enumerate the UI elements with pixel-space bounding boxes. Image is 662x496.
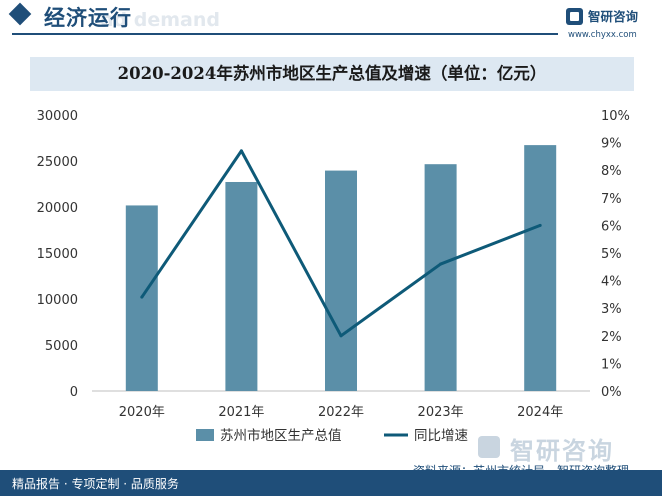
footer-logo-icon — [478, 436, 500, 458]
y-left-tick-label: 15000 — [37, 247, 78, 262]
y-right-tick-label: 8% — [601, 164, 622, 179]
growth-point — [439, 262, 443, 266]
y-right-tick-label: 3% — [601, 302, 622, 317]
y-left-tick-label: 25000 — [37, 155, 78, 170]
header-watermark: nd demand — [100, 9, 220, 31]
chart-svg: 0 5000 10000 15000 20000 25000 30000 0% 1% 2% 3% 4%… — [37, 109, 630, 444]
diamond-icon — [8, 2, 32, 26]
bar — [325, 170, 357, 391]
growth-point — [140, 295, 144, 299]
footer-bar: 精品报告 · 专项定制 · 品质服务 — [0, 470, 662, 496]
bar — [524, 145, 557, 391]
footer-tagline: 精品报告 · 专项定制 · 品质服务 — [12, 477, 179, 491]
y-right-tick-label: 10% — [601, 109, 630, 124]
y-right-tick-label: 6% — [601, 219, 622, 234]
growth-point — [339, 334, 343, 338]
bar — [424, 164, 457, 391]
growth-point — [239, 149, 243, 153]
x-tick-label: 2021年 — [218, 405, 264, 420]
y-left-tick-label: 20000 — [37, 201, 78, 216]
brand-name: 智研咨询 — [588, 9, 639, 24]
y-left-tick-label: 0 — [70, 385, 78, 400]
chart-title: 2020-2024年苏州市地区生产总值及增速（单位：亿元） — [117, 64, 547, 83]
y-right-tick-label: 0% — [601, 385, 622, 400]
brand-logo-icon — [566, 8, 583, 25]
y-right-tick-label: 9% — [601, 137, 622, 152]
legend-bar-swatch — [196, 429, 214, 441]
y-left-tick-label: 30000 — [37, 109, 78, 124]
y-right-tick-label: 1% — [601, 357, 622, 372]
brand-url: www.chyxx.com — [568, 30, 637, 40]
chart-title-bar: 2020-2024年苏州市地区生产总值及增速（单位：亿元） — [30, 57, 634, 91]
footer-brand: 智研咨询 — [510, 437, 614, 465]
section-title: 经济运行 — [44, 6, 132, 30]
y-right-tick-label: 2% — [601, 330, 622, 345]
legend-bar-label: 苏州市地区生产总值 — [220, 427, 342, 444]
y-right-tick-label: 5% — [601, 247, 622, 262]
legend-line-label: 同比增速 — [414, 428, 468, 444]
header-divider — [12, 33, 558, 35]
x-tick-label: 2022年 — [318, 405, 364, 420]
growth-point — [538, 223, 542, 227]
y-right-tick-label: 7% — [601, 192, 622, 207]
bar — [225, 181, 258, 391]
y-right-tick-label: 4% — [601, 275, 622, 290]
x-tick-label: 2020年 — [119, 405, 165, 420]
y-left-tick-label: 10000 — [37, 293, 78, 308]
header: nd demand 经济运行 智研咨询 www.chyxx.com — [0, 0, 662, 44]
x-tick-label: 2023年 — [418, 405, 464, 420]
y-left-tick-label: 5000 — [45, 339, 78, 354]
x-tick-label: 2024年 — [517, 405, 563, 420]
